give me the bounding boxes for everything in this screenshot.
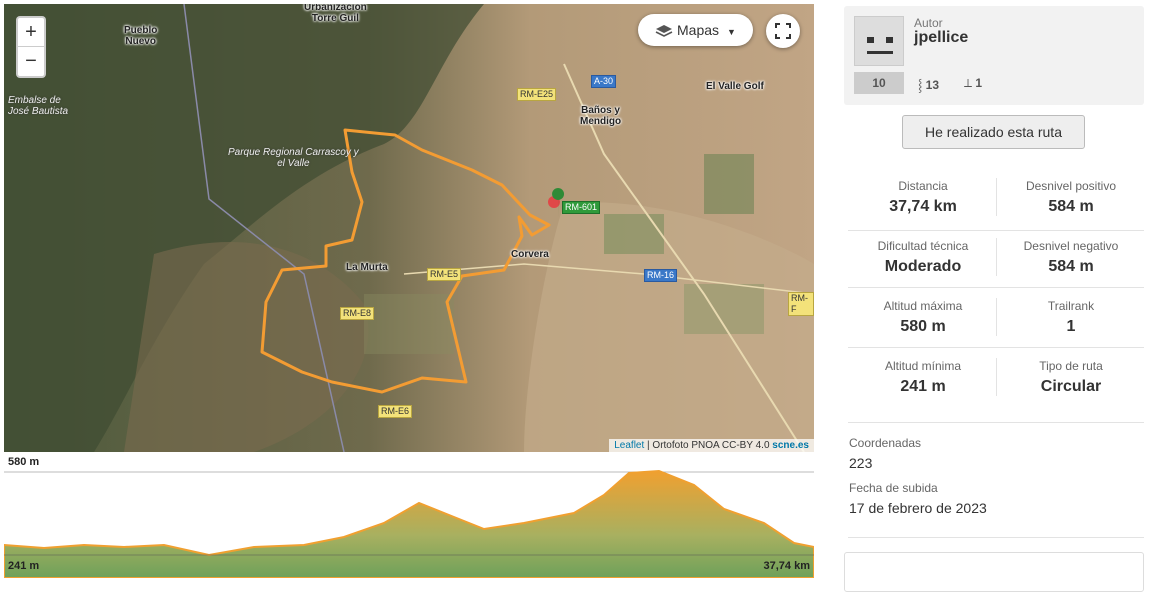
zoom-out-button[interactable]: − [25, 50, 37, 72]
road-label: RM-601 [562, 201, 601, 214]
routes-count: 1 [975, 76, 983, 90]
fullscreen-button[interactable] [766, 14, 800, 48]
author-card: Autor jpellice 10 ⸾ 13 ⟂ 1 [844, 6, 1144, 105]
next-card [844, 552, 1144, 592]
dropdown-arrow: ▼ [727, 27, 736, 37]
place-label: Corvera [511, 249, 549, 260]
map-imagery [4, 4, 814, 452]
layers-button[interactable]: Mapas ▼ [638, 14, 753, 46]
road-label: RM-E5 [427, 268, 462, 281]
profile-max-label: 580 m [8, 456, 40, 468]
stat: Desnivel negativo 584 m [996, 239, 1146, 276]
place-label: Embalse de [8, 95, 61, 106]
avatar-icon [867, 37, 893, 54]
stat-value: 1 [1066, 318, 1076, 335]
place-label: Urbanización [304, 4, 367, 13]
place-label: José Bautista [8, 106, 69, 117]
stat-label: Desnivel positivo [1025, 179, 1117, 193]
layers-icon [655, 25, 673, 38]
detail-label: Fecha de subida [849, 481, 938, 495]
place-label: Pueblo [124, 25, 158, 36]
road-label: RM-F [788, 292, 814, 316]
followers[interactable]: ⸾ 13 [918, 78, 939, 92]
fullscreen-icon [775, 23, 791, 39]
place-label: Nuevo [125, 36, 156, 47]
stat-value: 580 m [900, 318, 946, 335]
stat-value: Circular [1040, 378, 1102, 395]
stat-label: Distancia [898, 179, 948, 193]
stat: Trailrank 1 [996, 299, 1146, 336]
stat-value: 37,74 km [889, 198, 957, 215]
detail-value: 223 [849, 455, 873, 471]
author-label: Autor [914, 16, 943, 30]
layers-label: Mapas [677, 22, 720, 38]
stat: Altitud mínima 241 m [848, 359, 998, 396]
page: Urbanización Torre Guil Pueblo Nuevo Embal… [4, 4, 1146, 592]
road-label: RM-E25 [517, 88, 557, 101]
place-label: Parque Regional Carrascoy y [228, 147, 359, 158]
profile-min-label: 241 m [8, 560, 40, 572]
stat-label: Altitud máxima [883, 299, 963, 313]
stat: Dificultad técnica Moderado [848, 239, 998, 276]
attribution: Leaflet | Ortofoto PNOA CC-BY 4.0 scne.e… [609, 439, 814, 452]
attribution-link[interactable]: scne.es [772, 440, 809, 451]
elevation-profile: 580 m 241 m 37,74 km [4, 455, 814, 578]
avatar[interactable] [854, 16, 904, 66]
place-label: Torre Guil [311, 13, 359, 24]
profile-distance-label: 37,74 km [763, 560, 810, 572]
attribution-link[interactable]: Leaflet [614, 440, 645, 451]
stat-label: Desnivel negativo [1023, 239, 1119, 253]
detail-value: 17 de febrero de 2023 [849, 500, 987, 516]
road-label: RM-16 [644, 269, 678, 282]
stat-value: Moderado [884, 258, 962, 275]
stat: Desnivel positivo 584 m [996, 179, 1146, 216]
zoom-control: + − [16, 16, 46, 78]
routes[interactable]: ⟂ 1 [964, 76, 983, 90]
stat-value: 584 m [1048, 198, 1094, 215]
stat-value: 241 m [900, 378, 946, 395]
place-label: Baños y [581, 105, 620, 116]
road-label: RM-E6 [378, 405, 413, 418]
map[interactable]: Urbanización Torre Guil Pueblo Nuevo Embal… [4, 4, 814, 452]
attribution-text: | Ortofoto PNOA CC-BY 4.0 [647, 440, 770, 451]
stat-label: Dificultad técnica [877, 239, 969, 253]
stat-value: 584 m [1048, 258, 1094, 275]
stat-label: Tipo de ruta [1039, 359, 1103, 373]
stat: Tipo de ruta Circular [996, 359, 1146, 396]
author-name[interactable]: jpellice [914, 29, 969, 46]
place-label: El Valle Golf [706, 81, 764, 92]
place-label: La Murta [346, 262, 388, 273]
road-label: RM-E8 [340, 307, 375, 320]
stat: Distancia 37,74 km [848, 179, 998, 216]
profile-chart [4, 469, 814, 578]
done-route-button[interactable]: He realizado esta ruta [902, 115, 1085, 149]
stat-label: Trailrank [1047, 299, 1095, 313]
place-label: el Valle [277, 158, 310, 169]
followers-count: 13 [925, 78, 939, 92]
place-label: Mendigo [580, 116, 622, 127]
author-level: 10 [854, 72, 904, 94]
detail-label: Coordenadas [849, 436, 922, 450]
road-label: A-30 [591, 75, 617, 88]
stat-label: Altitud mínima [884, 359, 962, 373]
stat: Altitud máxima 580 m [848, 299, 998, 336]
zoom-in-button[interactable]: + [18, 18, 44, 47]
